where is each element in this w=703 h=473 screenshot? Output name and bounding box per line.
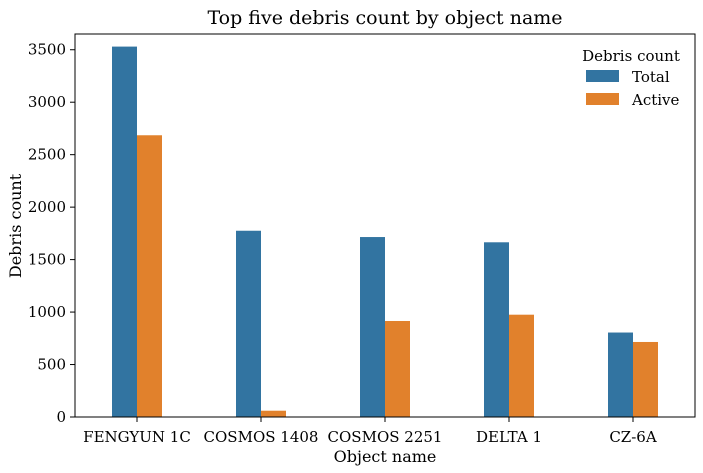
y-tick-label: 3000 bbox=[28, 93, 66, 111]
bars-group bbox=[112, 46, 658, 417]
bar-total-2 bbox=[360, 237, 385, 417]
y-tick-label: 1000 bbox=[28, 303, 66, 321]
y-tick-label: 2000 bbox=[28, 198, 66, 216]
x-tick-label: COSMOS 2251 bbox=[328, 428, 443, 446]
x-axis-title: Object name bbox=[334, 447, 437, 466]
bar-total-1 bbox=[236, 230, 261, 417]
legend-label-total: Total bbox=[632, 68, 670, 86]
bar-total-0 bbox=[112, 46, 137, 417]
y-tick-label: 0 bbox=[56, 408, 66, 426]
chart-title: Top five debris count by object name bbox=[207, 7, 562, 29]
bar-active-0 bbox=[137, 135, 162, 417]
x-tick-label: FENGYUN 1C bbox=[83, 428, 191, 446]
bar-active-2 bbox=[385, 320, 410, 417]
y-tick-label: 1500 bbox=[28, 251, 66, 269]
bar-active-4 bbox=[633, 341, 658, 417]
y-tick-label: 3500 bbox=[28, 41, 66, 59]
legend-label-active: Active bbox=[631, 91, 680, 109]
plot-frame bbox=[74, 33, 696, 418]
bar-total-4 bbox=[608, 332, 633, 417]
y-axis-ticks: 0 500 1000 1500 2000 2500 3000 3500 bbox=[28, 41, 75, 426]
bar-active-1 bbox=[261, 410, 286, 417]
x-tick-label: COSMOS 1408 bbox=[204, 428, 319, 446]
x-axis-ticks: FENGYUN 1C COSMOS 1408 COSMOS 2251 DELTA 1 C… bbox=[83, 417, 657, 446]
legend-swatch-active bbox=[586, 93, 619, 105]
y-tick-label: 500 bbox=[37, 356, 66, 374]
y-tick-label: 2500 bbox=[28, 146, 66, 164]
x-tick-label: CZ-6A bbox=[609, 428, 657, 446]
y-axis-title: Debris count bbox=[6, 173, 25, 278]
x-tick-label: DELTA 1 bbox=[476, 428, 542, 446]
bar-total-3 bbox=[484, 242, 509, 417]
legend-title: Debris count bbox=[582, 47, 680, 65]
legend-swatch-total bbox=[586, 70, 619, 82]
legend: Debris count Total Active bbox=[582, 47, 680, 109]
bar-active-3 bbox=[509, 314, 534, 417]
